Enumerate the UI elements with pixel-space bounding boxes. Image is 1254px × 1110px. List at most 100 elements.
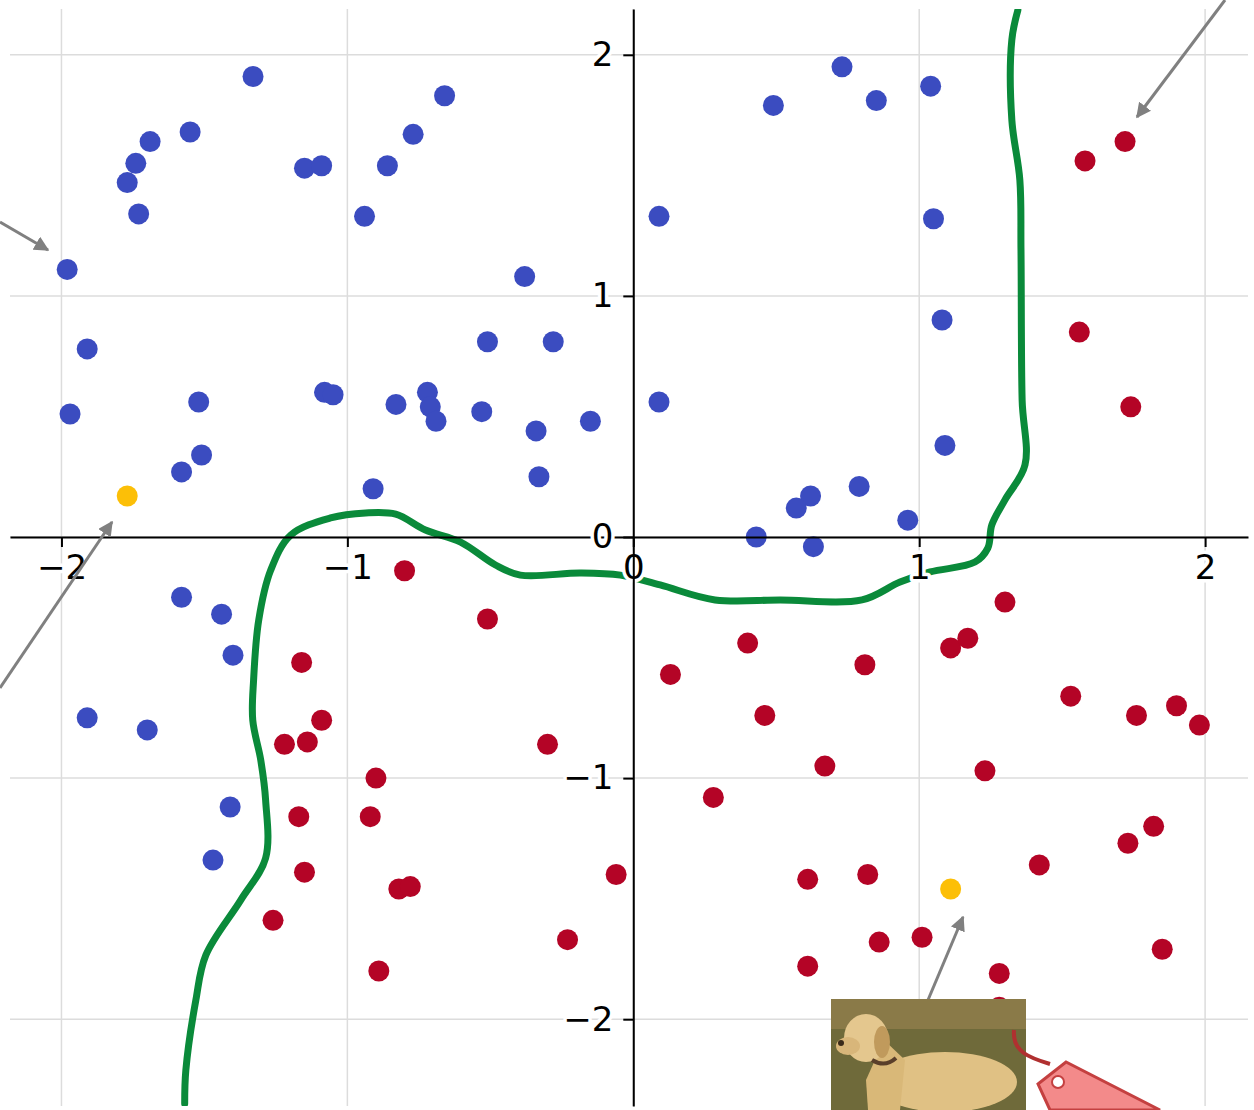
y-grid-line — [10, 295, 1248, 297]
dog-photo — [831, 999, 1026, 1110]
x-tick: 1 — [909, 537, 931, 587]
point — [1117, 833, 1138, 854]
tag-body — [1038, 1062, 1160, 1110]
point — [311, 710, 332, 731]
annotation-arrows — [0, 0, 1225, 1000]
point — [137, 719, 158, 740]
point-series — [263, 131, 1210, 1018]
point — [1115, 131, 1136, 152]
point — [1120, 396, 1141, 417]
point — [649, 206, 670, 227]
point — [171, 461, 192, 482]
point — [957, 628, 978, 649]
point — [274, 734, 295, 755]
dog-collar — [872, 1058, 896, 1064]
point — [191, 445, 212, 466]
tag-hole — [1052, 1076, 1064, 1088]
dog-ear — [874, 1026, 890, 1058]
point — [1143, 816, 1164, 837]
point — [223, 645, 244, 666]
point — [385, 394, 406, 415]
point — [311, 155, 332, 176]
y-tick: 1 — [592, 275, 634, 315]
x-tick-label: −1 — [323, 547, 373, 587]
point — [606, 864, 627, 885]
point — [377, 155, 398, 176]
point — [814, 756, 835, 777]
point — [434, 85, 455, 106]
x-axis: −2−1012 — [11, 537, 1249, 587]
point — [754, 705, 775, 726]
point — [171, 587, 192, 608]
point — [57, 259, 78, 280]
arrow — [1137, 0, 1225, 117]
x-tick-label: −2 — [37, 547, 87, 587]
y-grid-line — [10, 54, 1248, 56]
x-tick-mark — [347, 537, 349, 547]
y-tick-mark — [623, 54, 633, 56]
point — [294, 862, 315, 883]
point — [1060, 686, 1081, 707]
arrow — [928, 917, 963, 1000]
point — [1069, 322, 1090, 343]
point — [514, 266, 535, 287]
boundary-line — [185, 10, 1027, 1103]
point — [323, 384, 344, 405]
point — [426, 411, 447, 432]
point — [354, 206, 375, 227]
point — [849, 476, 870, 497]
point — [912, 927, 933, 948]
y-tick: −2 — [563, 999, 633, 1039]
x-tick: −2 — [37, 537, 87, 587]
tag-icon — [1014, 1030, 1160, 1110]
arrow — [0, 522, 112, 688]
point — [857, 864, 878, 885]
point — [220, 797, 241, 818]
x-axis-line — [11, 537, 1249, 539]
point — [117, 486, 138, 507]
y-tick-label: −1 — [563, 757, 613, 797]
point — [180, 121, 201, 142]
y-tick-label: −2 — [563, 999, 613, 1039]
point — [649, 391, 670, 412]
point — [263, 910, 284, 931]
point — [77, 707, 98, 728]
point — [797, 956, 818, 977]
point — [543, 331, 564, 352]
point — [363, 478, 384, 499]
y-tick: −1 — [563, 757, 633, 797]
point — [528, 466, 549, 487]
point — [60, 404, 81, 425]
point — [125, 153, 146, 174]
point — [243, 66, 264, 87]
y-tick-mark — [623, 295, 633, 297]
point — [786, 498, 807, 519]
point — [803, 536, 824, 557]
point — [117, 172, 138, 193]
point — [923, 208, 944, 229]
dog-nose — [838, 1040, 844, 1046]
point — [394, 560, 415, 581]
y-grid-line — [10, 777, 1248, 779]
x-tick-label: 1 — [909, 547, 931, 587]
point — [477, 608, 498, 629]
point — [763, 95, 784, 116]
x-tick-mark — [1205, 537, 1207, 547]
point — [365, 768, 386, 789]
point — [920, 76, 941, 97]
y-axis: 210−1−2 — [563, 10, 634, 1107]
point — [140, 131, 161, 152]
point — [1126, 705, 1147, 726]
point — [1075, 150, 1096, 171]
point — [660, 664, 681, 685]
point — [1189, 715, 1210, 736]
point — [934, 435, 955, 456]
x-tick: −1 — [323, 537, 373, 587]
point-series — [57, 56, 956, 870]
point — [400, 876, 421, 897]
grid — [10, 9, 1248, 1106]
x-tick-mark — [919, 537, 921, 547]
y-tick: 2 — [592, 34, 634, 74]
point — [526, 420, 547, 441]
point — [202, 850, 223, 871]
